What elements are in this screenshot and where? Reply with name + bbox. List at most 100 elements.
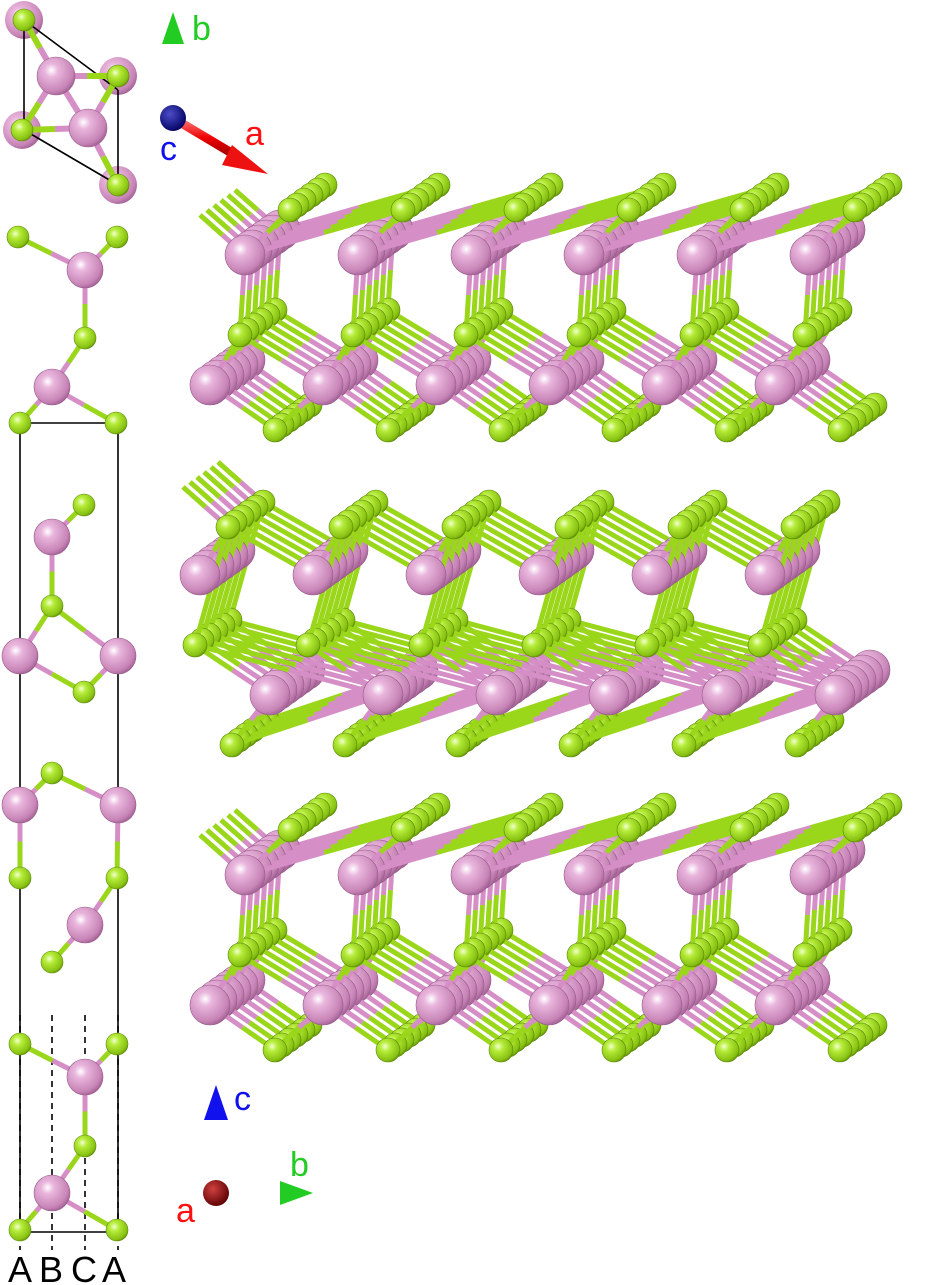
pink-atom (701, 674, 743, 716)
pink-atom (189, 364, 231, 406)
bond (549, 827, 630, 855)
bond (598, 697, 676, 728)
bond (434, 632, 530, 663)
bond (323, 207, 404, 235)
green-atom (566, 942, 592, 968)
bond (549, 207, 630, 235)
pink-atom (415, 364, 457, 406)
bond (662, 207, 743, 235)
green-atom (554, 514, 580, 540)
pink-atom (588, 674, 630, 716)
bond (436, 827, 517, 855)
green-atom (40, 950, 64, 974)
bond (775, 207, 856, 235)
top-axis-a-label: a (245, 115, 264, 153)
pink-atom (179, 554, 221, 596)
top-axes-indicator: b a c (160, 10, 268, 174)
green-atom (503, 197, 529, 223)
green-atom (780, 514, 806, 540)
bond (365, 702, 443, 733)
bond (307, 642, 403, 673)
pink-atom (66, 1058, 104, 1096)
bond (209, 465, 236, 489)
green-atom (679, 322, 705, 348)
green-atom (8, 866, 32, 890)
green-atom (227, 942, 253, 968)
bond (436, 207, 517, 235)
green-atom (6, 225, 30, 249)
green-atom (616, 197, 642, 223)
bond (344, 717, 422, 748)
pink-atom (641, 984, 683, 1026)
pink-atom (528, 364, 570, 406)
green-atom (842, 817, 868, 843)
green-atom (453, 942, 479, 968)
pink-atom (99, 786, 137, 824)
pink-atom (814, 674, 856, 716)
pink-atom (99, 637, 137, 675)
pink-atom (1, 637, 39, 675)
green-atom (12, 8, 36, 32)
bond (233, 188, 260, 212)
bottom-axes-indicator: c b a (176, 1080, 313, 1230)
green-atom (40, 594, 64, 618)
green-atom (390, 817, 416, 843)
green-atom (714, 417, 740, 443)
bond (464, 712, 542, 743)
layer (189, 792, 903, 1063)
bond (205, 828, 232, 852)
green-atom (827, 1037, 853, 1063)
green-atom (262, 1037, 288, 1063)
green-atom (8, 411, 32, 435)
green-atom (72, 680, 96, 704)
green-atom (295, 632, 321, 658)
pink-atom (337, 854, 379, 896)
bond (198, 833, 225, 857)
green-atom (10, 118, 34, 142)
green-atom (441, 514, 467, 540)
bond (358, 707, 436, 738)
pink-atom (224, 854, 266, 896)
pink-atom (66, 251, 104, 289)
green-atom (104, 411, 128, 435)
green-atom (390, 197, 416, 223)
stacking-label-2: B (39, 1249, 63, 1285)
green-atom (566, 322, 592, 348)
pink-atom (189, 984, 231, 1026)
bond (420, 642, 516, 673)
pink-atom (302, 364, 344, 406)
green-atom (277, 197, 303, 223)
stacking-sequence: A B C A (8, 1249, 126, 1285)
bond (194, 642, 290, 673)
green-atom (827, 417, 853, 443)
bond (252, 702, 330, 733)
green-atom (616, 817, 642, 843)
pink-atom (450, 854, 492, 896)
bond (205, 208, 232, 232)
bond (266, 692, 344, 723)
bond (201, 637, 297, 668)
bond (314, 637, 410, 668)
bond (219, 818, 246, 842)
bottom-axis-c-label: c (234, 1080, 251, 1118)
pink-atom (631, 554, 673, 596)
bond (471, 707, 549, 738)
bond (662, 827, 743, 855)
bond (202, 470, 229, 494)
top-axis-b-label: b (192, 10, 211, 48)
green-atom (332, 732, 358, 758)
pink-atom (1, 786, 39, 824)
cell-edge (23, 129, 119, 186)
bond (605, 692, 683, 723)
pink-atom (641, 364, 683, 406)
stacking-label-1: A (8, 1249, 32, 1285)
bond (683, 717, 761, 748)
bond (372, 697, 450, 728)
green-atom (842, 197, 868, 223)
bond (212, 823, 239, 847)
bond (226, 813, 253, 837)
bond (547, 632, 643, 663)
green-atom (375, 1037, 401, 1063)
bond (245, 707, 323, 738)
green-atom (729, 197, 755, 223)
